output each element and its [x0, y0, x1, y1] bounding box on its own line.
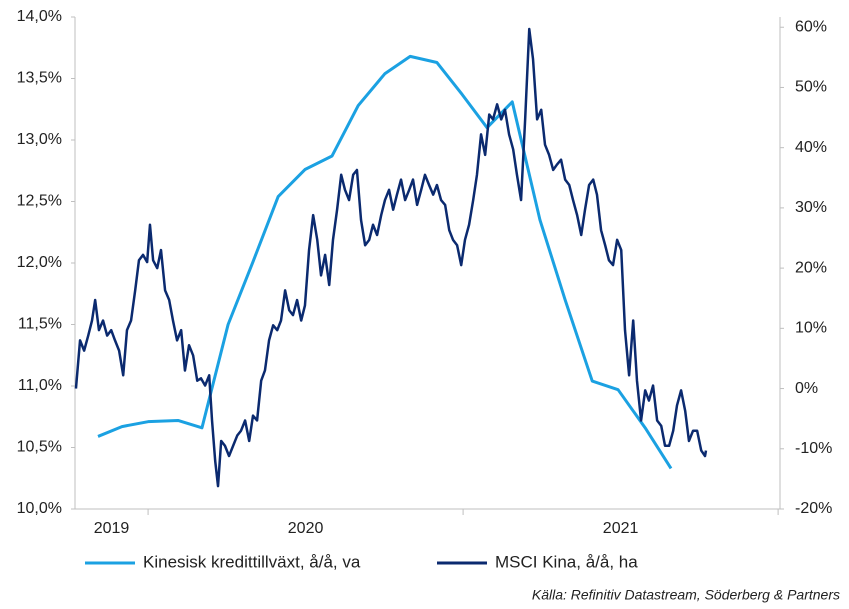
y2-tick-label: 40% [795, 139, 827, 156]
source-note: Källa: Refinitiv Datastream, Söderberg &… [532, 587, 840, 603]
y2-tick-label: -20% [795, 500, 832, 517]
y-tick-label: 11,0% [18, 377, 62, 394]
series-line [74, 27, 708, 488]
x-tick-label: 2021 [603, 520, 639, 537]
series-line [97, 54, 673, 470]
y2-tick-label: 10% [795, 320, 827, 337]
y2-tick-label: 60% [795, 18, 827, 35]
y-tick-label: 14,0% [17, 8, 62, 25]
legend-label: Kinesisk kredittillväxt, å/å, va [143, 552, 361, 571]
y2-tick-label: 20% [795, 259, 827, 276]
y-tick-label: 12,5% [17, 193, 62, 210]
y2-tick-label: 0% [795, 380, 818, 397]
y-tick-label: 10,5% [17, 439, 62, 456]
y-tick-label: 13,0% [17, 131, 62, 148]
x-tick-label: 2020 [288, 520, 324, 537]
legend-label: MSCI Kina, å/å, ha [495, 552, 638, 571]
y2-tick-label: -10% [795, 440, 832, 457]
y2-tick-label: 50% [795, 79, 827, 96]
x-tick-label: 2019 [94, 520, 130, 537]
y-tick-label: 12,0% [17, 254, 62, 271]
y-tick-label: 10,0% [17, 500, 62, 517]
y2-tick-label: 30% [795, 199, 827, 216]
y-tick-label: 13,5% [17, 70, 62, 87]
y-tick-label: 11,5% [18, 316, 62, 333]
